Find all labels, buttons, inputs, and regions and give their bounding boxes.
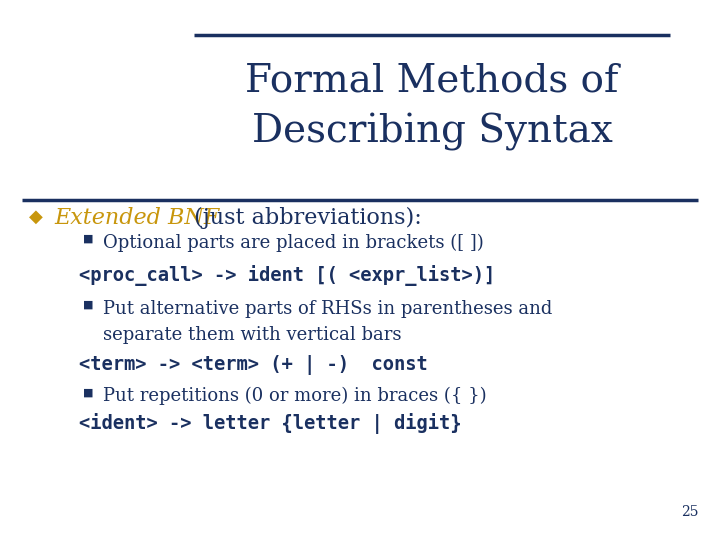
Text: ◆: ◆ bbox=[29, 208, 42, 226]
Text: separate them with vertical bars: separate them with vertical bars bbox=[103, 326, 402, 343]
Text: Formal Methods of: Formal Methods of bbox=[246, 62, 618, 99]
Text: ■: ■ bbox=[83, 300, 94, 310]
Text: Extended BNF: Extended BNF bbox=[54, 207, 220, 229]
Text: <proc_call> -> ident [( <expr_list>)]: <proc_call> -> ident [( <expr_list>)] bbox=[79, 265, 495, 286]
Text: Put alternative parts of RHSs in parentheses and: Put alternative parts of RHSs in parenth… bbox=[103, 300, 552, 318]
Text: <term> -> <term> (+ | -)  const: <term> -> <term> (+ | -) const bbox=[79, 355, 428, 375]
Text: (just abbreviations):: (just abbreviations): bbox=[187, 207, 422, 229]
Text: Put repetitions (0 or more) in braces ({ }): Put repetitions (0 or more) in braces ({… bbox=[103, 387, 487, 406]
Text: 25: 25 bbox=[681, 505, 698, 519]
Text: Optional parts are placed in brackets ([ ]): Optional parts are placed in brackets ([… bbox=[103, 234, 484, 252]
Text: ■: ■ bbox=[83, 387, 94, 397]
Text: <ident> -> letter {letter | digit}: <ident> -> letter {letter | digit} bbox=[79, 413, 462, 434]
Text: ■: ■ bbox=[83, 234, 94, 244]
Text: Describing Syntax: Describing Syntax bbox=[251, 113, 613, 151]
